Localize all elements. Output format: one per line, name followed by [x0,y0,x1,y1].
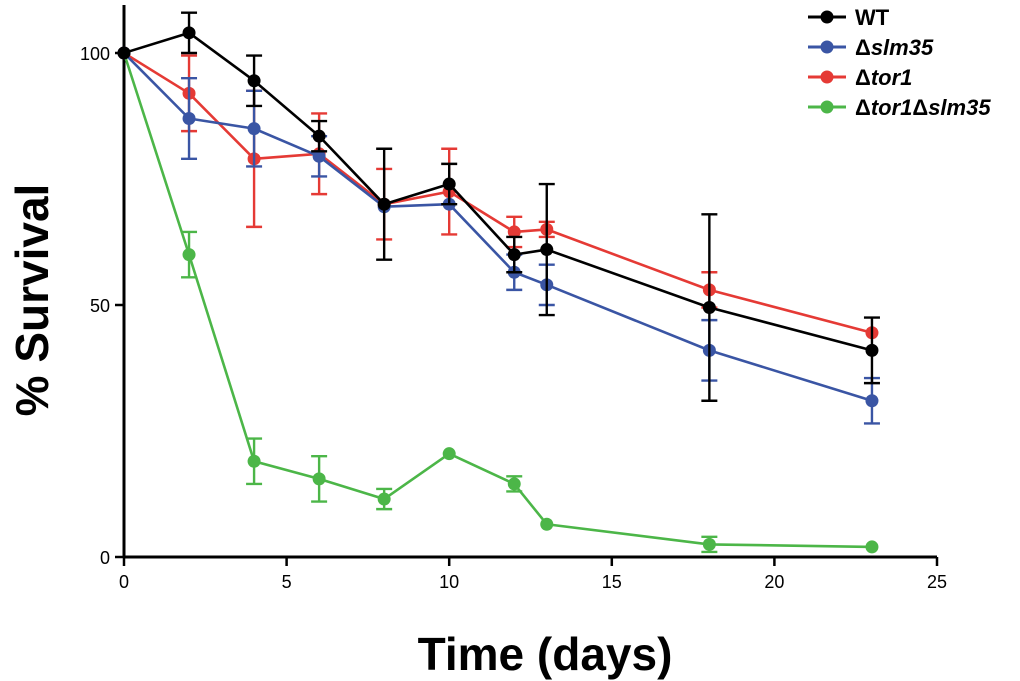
data-point [312,129,326,143]
data-point [540,517,554,531]
data-point [312,472,326,486]
x-tick-label: 0 [119,572,129,592]
series-Δslm35 [117,46,880,425]
y-ticks: 0 50 100 [80,44,124,568]
data-point [182,112,196,126]
legend-label: WT [855,5,890,30]
legend-marker [820,70,834,84]
data-point [377,492,391,506]
x-tick-label: 5 [282,572,292,592]
data-point [507,248,521,262]
data-point [865,540,879,554]
legend-item: Δslm35 [808,35,934,60]
legend-marker [820,10,834,24]
y-tick-label: 50 [90,296,110,316]
data-point [182,248,196,262]
data-point [182,26,196,40]
x-tick-label: 15 [602,572,622,592]
x-axis-title: Time (days) [418,628,673,680]
data-point [507,477,521,491]
series-line [123,51,873,334]
legend-item: Δtor1Δslm35 [808,95,991,120]
legend-item: Δtor1 [808,65,912,90]
data-point [442,177,456,191]
series-line [123,31,873,352]
legend-item: WT [808,5,890,30]
legend: WT Δslm35 Δtor1 Δtor1Δslm35 [808,5,991,120]
legend-marker [820,40,834,54]
y-tick-label: 0 [100,548,110,568]
series-Δtor1Δslm35 [117,46,879,554]
x-tick-label: 25 [927,572,947,592]
series-WT [117,11,880,402]
legend-label: Δtor1Δslm35 [855,95,991,120]
data-point [865,343,879,357]
data-point [247,454,261,468]
data-point [507,225,521,239]
data-point [442,447,456,461]
data-point [702,537,716,551]
data-point [312,149,326,163]
x-ticks: 0 5 10 15 20 25 [119,557,947,592]
data-point [702,301,716,315]
legend-label: Δslm35 [855,35,934,60]
legend-label: Δtor1 [855,65,912,90]
series-layer [117,11,880,554]
legend-marker [820,100,834,114]
series-line [123,52,873,403]
data-point [247,122,261,136]
y-axis-title: % Survival [6,184,58,417]
data-point [377,197,391,211]
y-tick-label: 100 [80,44,110,64]
x-tick-label: 10 [439,572,459,592]
series-line [122,52,872,549]
x-tick-label: 20 [764,572,784,592]
data-point [540,243,554,257]
series-Δtor1 [117,46,879,340]
axes: 0 5 10 15 20 25 0 50 100 [80,5,947,592]
data-point [117,46,131,60]
data-point [865,394,879,408]
data-point [247,74,261,88]
